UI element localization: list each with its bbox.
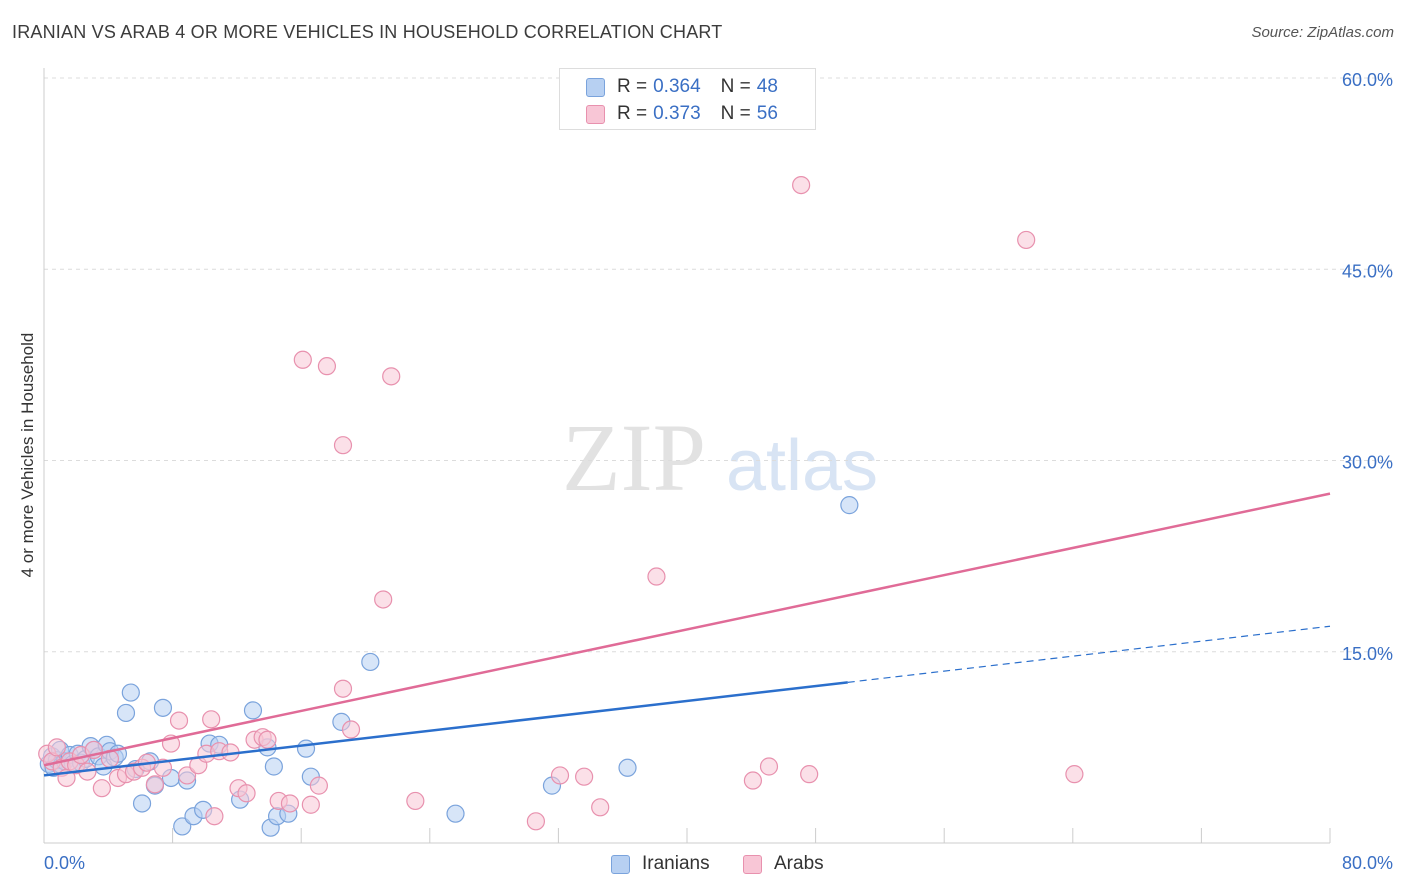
arabs-point: [374, 590, 393, 609]
arabs-point: [145, 775, 165, 794]
arabs-point: [575, 767, 594, 786]
arabs-point: [237, 784, 256, 803]
n-label: N =: [720, 76, 751, 97]
arabs-point: [205, 807, 224, 826]
iranians-point: [446, 804, 465, 823]
iranians-point: [121, 683, 140, 702]
series-legend-arabs: Arabs: [743, 851, 824, 877]
grid: [44, 77, 1392, 653]
arabs-trend-line: [43, 492, 1331, 767]
arabs-r-value: 0.373: [653, 103, 701, 124]
arabs-point: [759, 757, 779, 776]
iranians-swatch: [586, 77, 605, 97]
arabs-point: [1065, 765, 1084, 784]
chart-title: IRANIAN VS ARAB 4 OR MORE VEHICLES IN HO…: [12, 22, 723, 42]
arabs-point: [333, 679, 353, 698]
r-label: R =: [617, 76, 648, 97]
legend-row-iranians: R = 0.364 N = 48: [586, 74, 778, 100]
n-label: N =: [720, 103, 751, 124]
iranians-point: [173, 817, 192, 836]
arabs-point: [792, 176, 811, 195]
watermark: ZIP atlas: [562, 404, 878, 511]
correlation-legend: R = 0.364 N = 48 R = 0.373 N = 56: [559, 68, 816, 130]
arabs-point: [406, 791, 425, 811]
y-axis-label: 4 or more Vehicles in Household: [18, 332, 37, 578]
watermark-atlas: atlas: [726, 426, 878, 506]
y-tick-label: 60.0%: [1342, 70, 1393, 90]
iranians-point: [264, 757, 283, 776]
arabs-point: [591, 798, 610, 817]
arabs-legend-swatch: [743, 854, 762, 874]
arabs-point: [382, 367, 401, 386]
arabs-point: [333, 436, 353, 455]
arabs-point: [317, 357, 337, 376]
arabs-point: [647, 567, 666, 586]
arabs-point: [293, 350, 312, 369]
arabs-point: [550, 766, 570, 785]
legend-row-arabs: R = 0.373 N = 56: [586, 101, 778, 127]
arabs-points: [38, 176, 1084, 831]
y-tick-label: 30.0%: [1342, 453, 1393, 473]
axes: [43, 68, 1331, 844]
y-tick-label: 15.0%: [1342, 644, 1393, 664]
r-label: R =: [617, 103, 648, 124]
arabs-point: [1017, 230, 1036, 250]
arabs-point: [800, 765, 819, 784]
arabs-point: [309, 776, 328, 795]
watermark-zip: ZIP: [562, 404, 706, 511]
arabs-point: [526, 812, 545, 831]
series-legend-iranians: Iranians: [611, 851, 710, 877]
iranians-point: [361, 652, 380, 672]
source-credit: Source: ZipAtlas.com: [1251, 24, 1394, 41]
arabs-legend-label: Arabs: [774, 853, 824, 874]
iranians-point: [840, 496, 859, 515]
iranians-point: [296, 739, 316, 758]
arabs-point: [202, 710, 221, 729]
arabs-point: [743, 771, 763, 790]
x-tick-label: 80.0%: [1342, 853, 1393, 873]
iranians-trend-line: [43, 681, 848, 777]
iranians-point: [153, 698, 173, 717]
iranians-point: [132, 794, 152, 813]
arabs-n-value: 56: [756, 103, 778, 124]
arabs-point: [47, 738, 66, 757]
x-tick-labels: 0.0% 80.0%: [44, 853, 1393, 873]
arabs-point: [177, 766, 197, 785]
y-tick-labels: 15.0% 30.0% 45.0% 60.0%: [1342, 70, 1393, 664]
arabs-point: [169, 711, 189, 730]
iranians-trend-extension: [847, 625, 1331, 683]
iranians-point: [618, 758, 637, 777]
x-tick-label: 0.0%: [44, 853, 85, 873]
iranians-n-value: 48: [756, 76, 778, 97]
iranians-r-value: 0.364: [653, 76, 701, 97]
arabs-point: [280, 794, 300, 813]
iranians-legend-swatch: [611, 854, 630, 874]
arabs-swatch: [586, 104, 605, 124]
iranians-point: [116, 703, 136, 723]
trend-lines: [43, 492, 1331, 777]
arabs-point: [341, 720, 361, 739]
arabs-point: [301, 795, 320, 814]
y-tick-label: 45.0%: [1342, 261, 1393, 281]
iranians-legend-label: Iranians: [642, 853, 710, 874]
iranians-point: [243, 701, 263, 720]
arabs-point: [153, 758, 173, 777]
arabs-point: [92, 779, 111, 798]
arabs-point: [258, 730, 277, 749]
